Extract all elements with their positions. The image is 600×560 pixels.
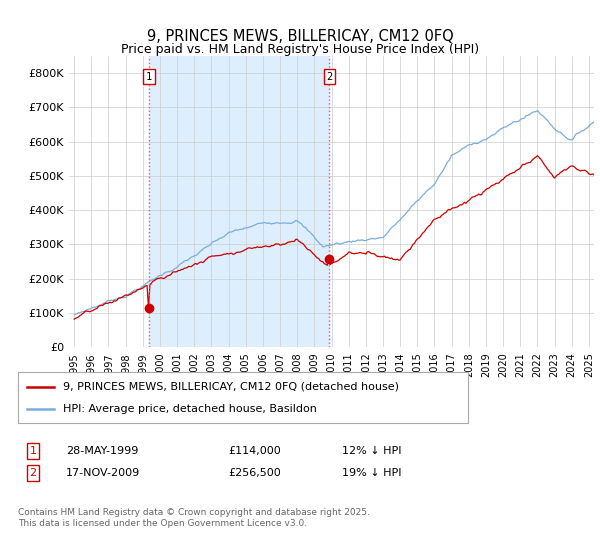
- Text: Contains HM Land Registry data © Crown copyright and database right 2025.
This d: Contains HM Land Registry data © Crown c…: [18, 508, 370, 528]
- Text: 28-MAY-1999: 28-MAY-1999: [66, 446, 139, 456]
- Text: 1: 1: [146, 72, 152, 82]
- Text: £256,500: £256,500: [228, 468, 281, 478]
- Text: 2: 2: [326, 72, 332, 82]
- Text: 9, PRINCES MEWS, BILLERICAY, CM12 0FQ (detached house): 9, PRINCES MEWS, BILLERICAY, CM12 0FQ (d…: [63, 381, 399, 391]
- Text: 9, PRINCES MEWS, BILLERICAY, CM12 0FQ: 9, PRINCES MEWS, BILLERICAY, CM12 0FQ: [146, 29, 454, 44]
- Text: 2: 2: [29, 468, 37, 478]
- Text: 1: 1: [29, 446, 37, 456]
- Text: HPI: Average price, detached house, Basildon: HPI: Average price, detached house, Basi…: [63, 404, 317, 414]
- Bar: [149, 56, 329, 347]
- Text: 12% ↓ HPI: 12% ↓ HPI: [342, 446, 401, 456]
- Text: Price paid vs. HM Land Registry's House Price Index (HPI): Price paid vs. HM Land Registry's House …: [121, 43, 479, 56]
- Text: 17-NOV-2009: 17-NOV-2009: [66, 468, 140, 478]
- Text: 19% ↓ HPI: 19% ↓ HPI: [342, 468, 401, 478]
- Text: £114,000: £114,000: [228, 446, 281, 456]
